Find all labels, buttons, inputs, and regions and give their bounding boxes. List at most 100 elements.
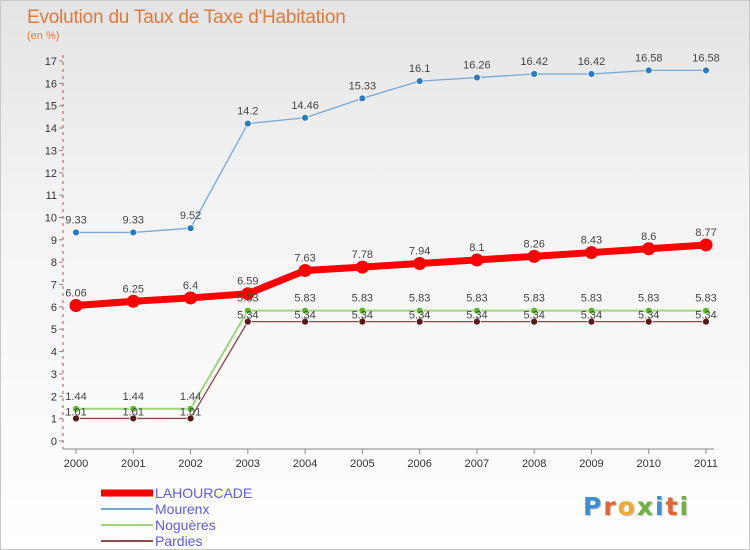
data-point (473, 317, 481, 326)
data-label: 5.83 (237, 293, 258, 305)
x-tick-label: 2003 (236, 458, 260, 470)
data-point (530, 306, 539, 315)
data-point (587, 70, 596, 78)
data-point (186, 224, 195, 233)
data-label: 8.43 (581, 235, 602, 247)
data-label: 1.44 (180, 391, 201, 403)
y-tick-label: 8 (51, 257, 57, 269)
data-point (702, 66, 710, 75)
data-point (702, 317, 710, 326)
data-point (72, 414, 80, 423)
data-point (584, 246, 598, 260)
data-label: 16.58 (692, 52, 720, 64)
data-label: 5.34 (294, 310, 315, 322)
logo-letter: i (655, 492, 666, 521)
legend-label: Mourenx (155, 501, 209, 517)
y-tick-label: 7 (51, 280, 57, 292)
y-tick-label: 12 (45, 168, 57, 180)
data-label: 9.33 (123, 214, 144, 226)
y-tick-label: 9 (51, 235, 57, 247)
data-point (186, 414, 195, 423)
data-point (243, 317, 252, 326)
data-point (530, 70, 539, 78)
data-label: 16.26 (463, 60, 491, 72)
chart-title: Evolution du Taux de Taxe d'Habitation (27, 7, 346, 28)
logo-letter: P (583, 492, 604, 521)
data-label: 6.59 (237, 276, 258, 288)
x-tick-label: 2002 (178, 458, 202, 470)
legend-label: Noguères (155, 517, 216, 533)
data-point (129, 414, 138, 423)
data-label: 6.25 (123, 283, 144, 295)
y-tick-label: 15 (45, 101, 57, 113)
data-label: 5.83 (352, 293, 373, 305)
data-label: 16.42 (520, 56, 548, 68)
data-point (358, 317, 367, 326)
data-point (642, 242, 656, 256)
data-point (530, 317, 539, 326)
legend-label: LAHOURCADE (155, 485, 252, 501)
data-label: 16.42 (578, 56, 606, 68)
data-point (473, 306, 481, 315)
x-tick-label: 2000 (64, 458, 88, 470)
data-point (473, 73, 481, 82)
y-tick-label: 5 (51, 324, 57, 336)
data-point (415, 306, 424, 315)
y-tick-label: 2 (51, 391, 57, 403)
data-point (702, 306, 710, 315)
data-label: 6.06 (65, 288, 86, 300)
y-tick-label: 0 (51, 436, 57, 448)
series-line (76, 320, 706, 420)
x-tick-label: 2009 (579, 458, 603, 470)
data-point (415, 77, 424, 86)
data-point (69, 299, 83, 313)
logo-letter: t (665, 492, 680, 521)
data-label: 1.01 (123, 406, 144, 418)
data-label: 5.34 (409, 310, 430, 322)
data-label: 5.83 (581, 293, 602, 305)
data-label: 7.94 (409, 246, 430, 258)
data-point (644, 66, 653, 75)
data-point (358, 306, 367, 315)
data-point (129, 228, 138, 237)
data-point (527, 249, 541, 263)
y-tick-label: 10 (45, 212, 57, 224)
x-tick-label: 2010 (636, 458, 660, 470)
data-point (126, 294, 140, 308)
data-point (298, 263, 312, 277)
data-label: 5.83 (638, 293, 659, 305)
logo-letter: o (617, 492, 637, 521)
data-label: 5.83 (695, 293, 716, 305)
logo-letter: i (679, 492, 691, 521)
data-label: 15.33 (349, 80, 377, 92)
data-label: 5.34 (523, 310, 544, 322)
data-label: 5.34 (638, 310, 659, 322)
x-tick-label: 2007 (465, 458, 489, 470)
data-label: 8.26 (523, 238, 544, 250)
data-point (241, 287, 255, 301)
x-tick-label: 2006 (407, 458, 431, 470)
y-tick-label: 4 (51, 347, 57, 359)
legend-label: Pardies (155, 533, 202, 549)
data-label: 14.46 (291, 100, 319, 112)
data-point (644, 317, 653, 326)
data-point (129, 404, 138, 413)
data-label: 8.77 (695, 227, 716, 239)
data-label: 1.01 (65, 406, 86, 418)
series-line (76, 309, 706, 410)
data-point (699, 238, 713, 252)
data-label: 9.33 (65, 214, 86, 226)
y-tick-label: 6 (51, 302, 57, 314)
data-label: 5.83 (523, 293, 544, 305)
data-label: 5.83 (294, 293, 315, 305)
data-label: 5.83 (466, 293, 487, 305)
data-label: 14.2 (237, 106, 258, 118)
data-point (301, 317, 309, 326)
data-point (413, 257, 427, 271)
data-point (587, 306, 596, 315)
data-point (415, 317, 424, 326)
data-point (243, 119, 252, 128)
